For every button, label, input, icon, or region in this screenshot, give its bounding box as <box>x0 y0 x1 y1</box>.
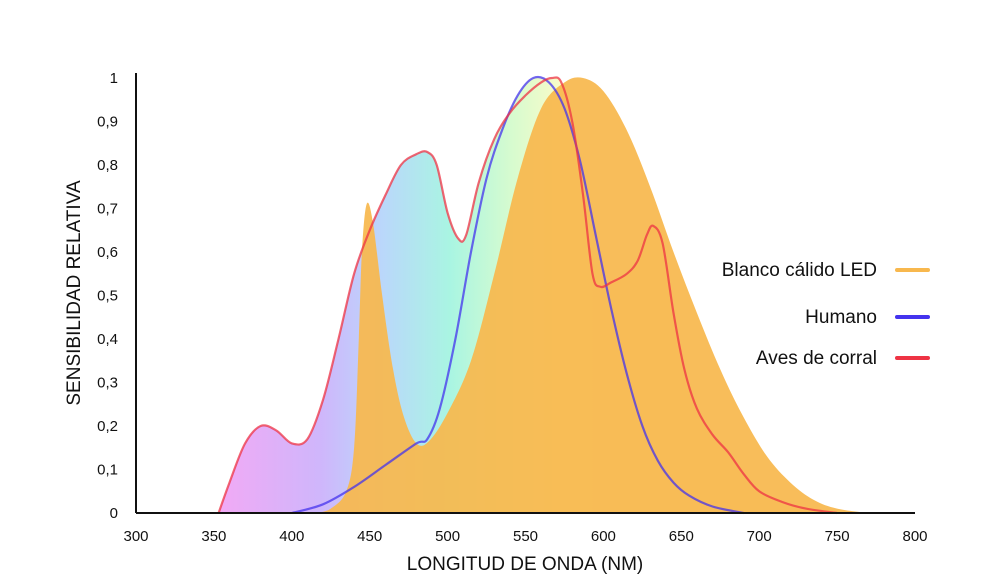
y-tick-label: 0,4 <box>97 331 118 348</box>
y-tick-label: 0,9 <box>97 114 118 131</box>
x-tick-label: 450 <box>357 528 382 545</box>
x-tick-label: 550 <box>513 528 538 545</box>
legend-label-aves-de-corral: Aves de corral <box>756 348 877 369</box>
y-tick-label: 1 <box>110 70 118 87</box>
x-tick-label: 300 <box>123 528 148 545</box>
x-tick-label: 400 <box>279 528 304 545</box>
x-tick-label: 650 <box>669 528 694 545</box>
y-tick-label: 0,3 <box>97 375 118 392</box>
x-tick-label: 500 <box>435 528 460 545</box>
legend-label-blanco-calido-led: Blanco cálido LED <box>722 260 877 281</box>
y-tick-label: 0,2 <box>97 418 118 435</box>
y-tick-label: 0,8 <box>97 157 118 174</box>
x-tick-label: 750 <box>825 528 850 545</box>
x-tick-labels: 300 350 400 450 500 550 600 650 700 750 800 <box>123 528 927 545</box>
led-area-layer <box>315 77 869 513</box>
x-tick-label: 350 <box>201 528 226 545</box>
legend-label-humano: Humano <box>805 307 877 328</box>
y-tick-label: 0 <box>110 505 118 522</box>
line-aves-de-corral <box>217 76 838 515</box>
y-tick-label: 0,5 <box>97 288 118 305</box>
y-tick-label: 0,7 <box>97 201 118 218</box>
x-tick-label: 600 <box>591 528 616 545</box>
line-humano <box>291 75 744 515</box>
y-tick-labels: 0 0,1 0,2 0,3 0,4 0,5 0,6 0,7 0,8 0,9 1 <box>97 70 118 522</box>
sensitivity-lines-layer <box>217 75 838 515</box>
y-axis-title: SENSIBILIDAD RELATIVA <box>64 180 85 406</box>
legend: Blanco cálido LED Humano Aves de corral <box>722 260 930 369</box>
y-tick-label: 0,6 <box>97 244 118 261</box>
x-tick-label: 800 <box>902 528 927 545</box>
x-tick-label: 700 <box>747 528 772 545</box>
legend-item-aves-de-corral: Aves de corral <box>756 348 930 369</box>
x-axis-title: LONGITUD DE ONDA (NM) <box>407 554 643 575</box>
legend-item-blanco-calido-led: Blanco cálido LED <box>722 260 930 281</box>
area-blanco-calido-led <box>315 77 869 513</box>
y-tick-label: 0,1 <box>97 462 118 479</box>
legend-item-humano: Humano <box>805 307 930 328</box>
